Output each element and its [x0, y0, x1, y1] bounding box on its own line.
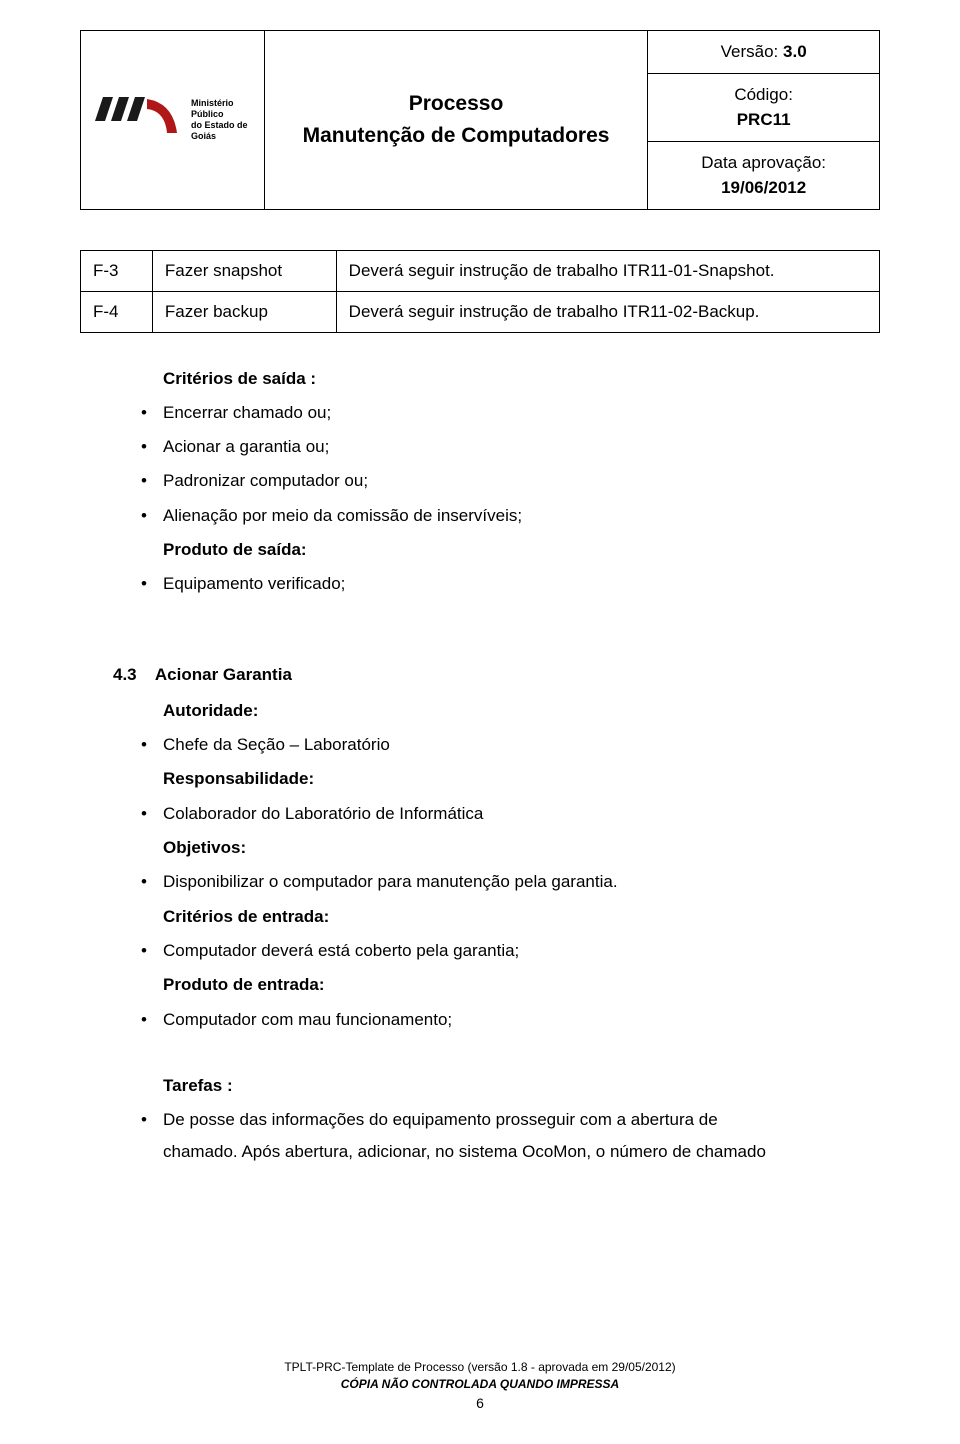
page-footer: TPLT-PRC-Template de Processo (versão 1.…	[0, 1359, 960, 1414]
body-content: Critérios de saída : Encerrar chamado ou…	[80, 363, 880, 1169]
task-id: F-4	[81, 291, 153, 332]
task-desc: Deverá seguir instrução de trabalho ITR1…	[336, 291, 879, 332]
title-cell: Processo Manutenção de Computadores	[264, 31, 648, 210]
list-item: Disponibilizar o computador para manuten…	[135, 866, 880, 933]
title-line1: Processo	[409, 92, 504, 115]
list-item: De posse das informações do equipamento …	[135, 1104, 880, 1169]
entry-criteria-label: Critérios de entrada:	[163, 901, 880, 933]
list-item-text: Chefe da Seção – Laboratório	[163, 735, 390, 754]
list-item: Computador com mau funcionamento;	[135, 1004, 880, 1036]
task-action: Fazer snapshot	[152, 250, 336, 291]
exit-product-label: Produto de saída:	[163, 534, 880, 566]
logo-text-line1: Ministério Público	[191, 98, 234, 119]
approval-value: 19/06/2012	[721, 178, 806, 197]
subsection-number: 4.3	[113, 665, 137, 684]
list-item-text: Alienação por meio da comissão de inserv…	[163, 506, 522, 525]
header-table: Ministério Público do Estado de Goiás Pr…	[80, 30, 880, 210]
responsibility-label: Responsabilidade:	[163, 763, 880, 795]
table-row: F-4 Fazer backup Deverá seguir instrução…	[81, 291, 880, 332]
code-label: Código:	[734, 85, 793, 104]
authority-list: Chefe da Seção – Laboratório Responsabil…	[135, 729, 880, 1036]
list-item: Padronizar computador ou;	[135, 465, 880, 497]
tasks-list: De posse das informações do equipamento …	[135, 1104, 880, 1169]
ministerio-logo-icon	[89, 93, 185, 147]
task-action: Fazer backup	[152, 291, 336, 332]
page-number: 6	[0, 1394, 960, 1414]
objectives-label: Objetivos:	[163, 832, 880, 864]
code-value: PRC11	[737, 110, 791, 129]
exit-criteria-label: Critérios de saída :	[163, 363, 880, 395]
title-line2: Manutenção de Computadores	[303, 124, 610, 147]
list-item: Computador deverá está coberto pela gara…	[135, 935, 880, 1002]
subsection-title: Acionar Garantia	[155, 665, 292, 684]
logo-cell: Ministério Público do Estado de Goiás	[81, 31, 265, 210]
list-item: Encerrar chamado ou;	[135, 397, 880, 429]
task-id: F-3	[81, 250, 153, 291]
list-item: Acionar a garantia ou;	[135, 431, 880, 463]
logo-wrap: Ministério Público do Estado de Goiás	[89, 93, 256, 147]
subsection-heading: 4.3 Acionar Garantia	[113, 659, 880, 691]
logo-text-line2: do Estado de Goiás	[191, 120, 248, 141]
version-cell: Versão: 3.0	[648, 31, 880, 74]
document-page: Ministério Público do Estado de Goiás Pr…	[0, 0, 960, 1201]
version-value: 3.0	[783, 42, 807, 61]
tasks-table: F-3 Fazer snapshot Deverá seguir instruç…	[80, 250, 880, 333]
list-item-text: Disponibilizar o computador para manuten…	[163, 872, 618, 891]
footer-copy-warning: CÓPIA NÃO CONTROLADA QUANDO IMPRESSA	[0, 1376, 960, 1393]
table-row: F-3 Fazer snapshot Deverá seguir instruç…	[81, 250, 880, 291]
entry-product-label: Produto de entrada:	[163, 969, 880, 1001]
task-desc: Deverá seguir instrução de trabalho ITR1…	[336, 250, 879, 291]
footer-template-line: TPLT-PRC-Template de Processo (versão 1.…	[0, 1359, 960, 1376]
version-label: Versão:	[721, 42, 779, 61]
list-item: Equipamento verificado;	[135, 568, 880, 600]
code-cell: Código: PRC11	[648, 73, 880, 141]
list-item: Chefe da Seção – Laboratório Responsabil…	[135, 729, 880, 796]
tasks-label: Tarefas :	[163, 1070, 880, 1102]
list-item: Alienação por meio da comissão de inserv…	[135, 500, 880, 567]
logo-text: Ministério Público do Estado de Goiás	[191, 98, 256, 141]
approval-label: Data aprovação:	[701, 153, 826, 172]
list-item-text: Colaborador do Laboratório de Informátic…	[163, 804, 483, 823]
authority-label: Autoridade:	[163, 695, 880, 727]
list-item: Colaborador do Laboratório de Informátic…	[135, 798, 880, 865]
tasks-text-line2: chamado. Após abertura, adicionar, no si…	[163, 1142, 766, 1161]
exit-criteria-list: Encerrar chamado ou; Acionar a garantia …	[135, 397, 880, 601]
list-item-text: Computador deverá está coberto pela gara…	[163, 941, 519, 960]
tasks-text-line1: De posse das informações do equipamento …	[163, 1110, 718, 1129]
approval-cell: Data aprovação: 19/06/2012	[648, 141, 880, 209]
